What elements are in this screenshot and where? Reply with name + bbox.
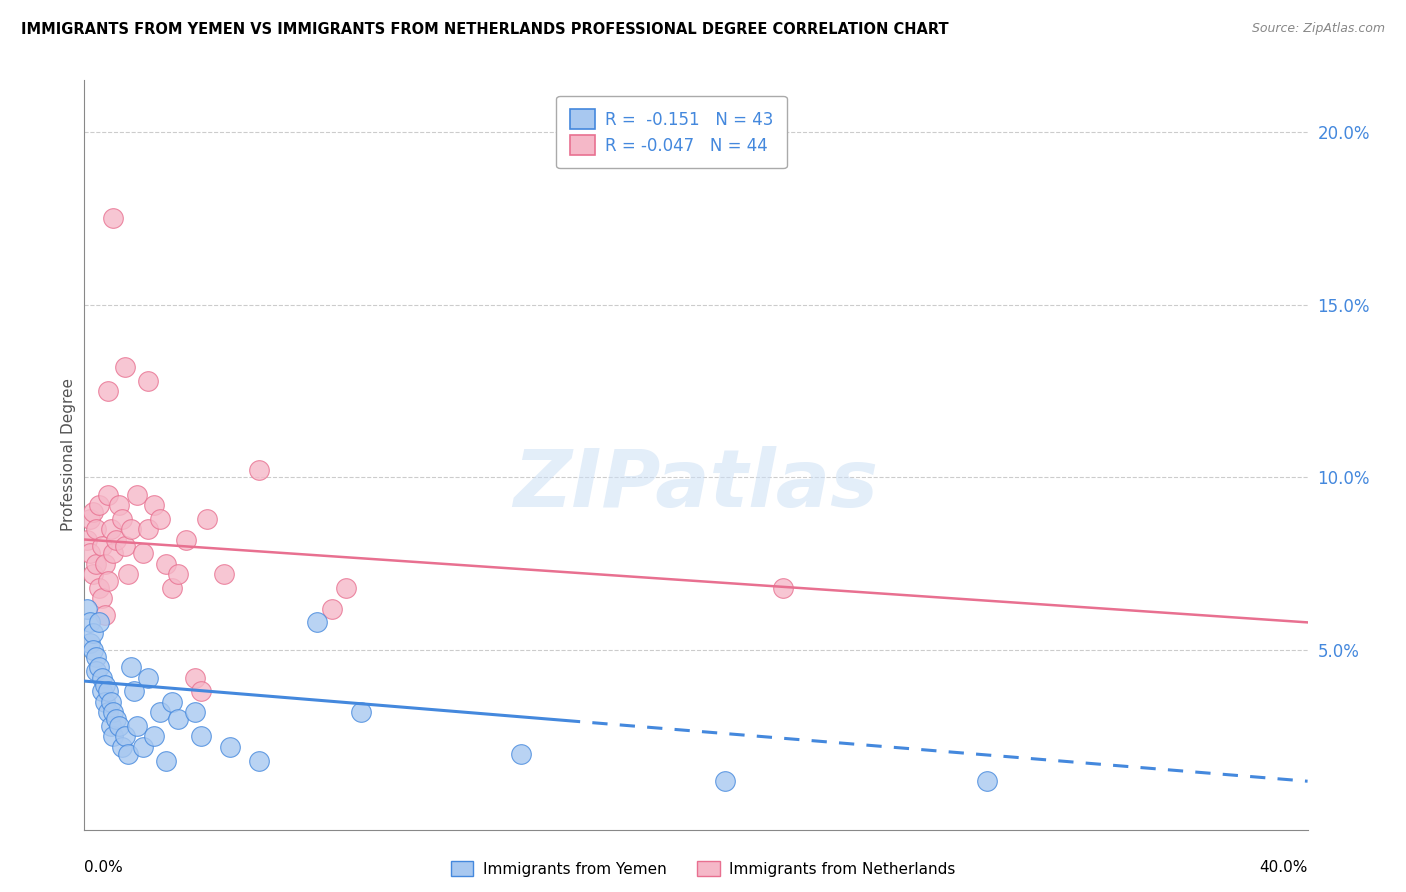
Point — [149, 705, 172, 719]
Point — [184, 705, 207, 719]
Point — [90, 591, 112, 606]
Point — [100, 522, 122, 536]
Point — [111, 512, 134, 526]
Point — [149, 512, 172, 526]
Point — [510, 747, 533, 761]
Point — [131, 739, 153, 754]
Point — [93, 695, 115, 709]
Point — [87, 498, 110, 512]
Text: 0.0%: 0.0% — [84, 860, 124, 874]
Point — [103, 546, 125, 560]
Point — [111, 739, 134, 754]
Point — [307, 615, 329, 630]
Point — [103, 211, 125, 226]
Point — [143, 729, 166, 743]
Point — [76, 533, 98, 547]
Point — [155, 754, 177, 768]
Point — [87, 581, 110, 595]
Point — [114, 729, 136, 743]
Point — [79, 615, 101, 630]
Point — [82, 567, 104, 582]
Point — [105, 533, 128, 547]
Point — [105, 712, 128, 726]
Point — [219, 739, 242, 754]
Point — [122, 684, 145, 698]
Point — [976, 774, 998, 789]
Point — [321, 601, 343, 615]
Point — [90, 684, 112, 698]
Point — [125, 719, 148, 733]
Point — [100, 695, 122, 709]
Point — [93, 608, 115, 623]
Point — [97, 684, 120, 698]
Point — [247, 754, 270, 768]
Y-axis label: Professional Degree: Professional Degree — [60, 378, 76, 532]
Point — [212, 567, 235, 582]
Text: Source: ZipAtlas.com: Source: ZipAtlas.com — [1251, 22, 1385, 36]
Point — [174, 533, 197, 547]
Text: 40.0%: 40.0% — [1260, 860, 1308, 874]
Point — [131, 546, 153, 560]
Point — [160, 581, 183, 595]
Point — [335, 581, 357, 595]
Point — [117, 747, 139, 761]
Point — [84, 649, 107, 664]
Point — [79, 636, 101, 650]
Point — [84, 522, 107, 536]
Point — [97, 488, 120, 502]
Point — [714, 774, 737, 789]
Point — [108, 498, 131, 512]
Point — [138, 671, 160, 685]
Legend: Immigrants from Yemen, Immigrants from Netherlands: Immigrants from Yemen, Immigrants from N… — [443, 853, 963, 884]
Point — [120, 522, 142, 536]
Point — [247, 463, 270, 477]
Point — [82, 625, 104, 640]
Point — [82, 505, 104, 519]
Point — [82, 643, 104, 657]
Point — [184, 671, 207, 685]
Point — [93, 677, 115, 691]
Point — [114, 359, 136, 374]
Point — [93, 557, 115, 571]
Point — [84, 557, 107, 571]
Point — [97, 705, 120, 719]
Point — [190, 684, 212, 698]
Point — [103, 729, 125, 743]
Point — [138, 374, 160, 388]
Point — [97, 574, 120, 588]
Point — [114, 540, 136, 554]
Point — [155, 557, 177, 571]
Point — [772, 581, 794, 595]
Point — [103, 705, 125, 719]
Point — [79, 546, 101, 560]
Point — [125, 488, 148, 502]
Point — [143, 498, 166, 512]
Point — [117, 567, 139, 582]
Text: ZIPatlas: ZIPatlas — [513, 446, 879, 524]
Point — [190, 729, 212, 743]
Point — [100, 719, 122, 733]
Point — [90, 540, 112, 554]
Point — [87, 660, 110, 674]
Point — [350, 705, 373, 719]
Point — [84, 664, 107, 678]
Point — [160, 695, 183, 709]
Point — [120, 660, 142, 674]
Point — [166, 712, 188, 726]
Point — [87, 615, 110, 630]
Point — [90, 671, 112, 685]
Point — [166, 567, 188, 582]
Legend: R =  -0.151   N = 43, R = -0.047   N = 44: R = -0.151 N = 43, R = -0.047 N = 44 — [557, 96, 786, 168]
Point — [79, 512, 101, 526]
Point — [108, 719, 131, 733]
Text: IMMIGRANTS FROM YEMEN VS IMMIGRANTS FROM NETHERLANDS PROFESSIONAL DEGREE CORRELA: IMMIGRANTS FROM YEMEN VS IMMIGRANTS FROM… — [21, 22, 949, 37]
Point — [97, 384, 120, 398]
Point — [76, 601, 98, 615]
Point — [195, 512, 218, 526]
Point — [138, 522, 160, 536]
